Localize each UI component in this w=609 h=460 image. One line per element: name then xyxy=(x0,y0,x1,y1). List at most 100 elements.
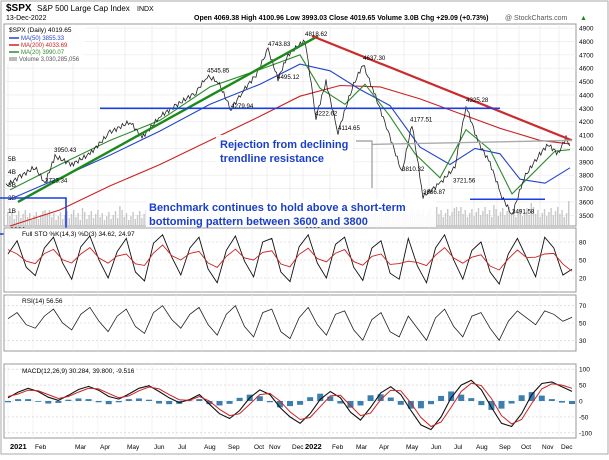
month-label-bottom-7: Aug xyxy=(204,444,216,451)
month-label-bottom-9: Oct xyxy=(254,444,264,451)
month-label-bottom-6: Jul xyxy=(178,444,187,451)
macd-hist-bar-29 xyxy=(297,401,304,405)
volume-bar-199 xyxy=(444,213,447,226)
volume-bar-32 xyxy=(77,213,79,226)
volume-bar-53 xyxy=(123,217,125,226)
month-label-bottom-11: Dec xyxy=(292,444,304,451)
volume-bar-235 xyxy=(524,212,526,226)
price-label-9: 4325.28 xyxy=(466,97,489,104)
price-line xyxy=(5,39,571,215)
volume-bar-237 xyxy=(528,215,530,226)
macd-label: MACD(12,26,9) 30.284, 39.800, -9.516 xyxy=(22,368,135,375)
price-label-15: 3491.58 xyxy=(512,208,535,215)
volume-tick-4: 1B xyxy=(8,208,16,215)
macd-hist-bar-2 xyxy=(25,399,32,401)
rsi-tick-0: 70 xyxy=(579,303,587,310)
price-tick-2: 4700 xyxy=(579,52,594,59)
volume-bar-56 xyxy=(130,216,132,226)
volume-bar-60 xyxy=(139,211,141,226)
month-label-bottom-8: Sep xyxy=(228,444,240,451)
price-series xyxy=(5,39,571,215)
macd-hist-bar-6 xyxy=(65,399,72,401)
rsi-label: RSI(14) 56.56 xyxy=(22,298,63,305)
declining-trendline xyxy=(311,35,573,142)
macd-line xyxy=(7,379,573,431)
volume-bar-37 xyxy=(88,215,90,226)
volume-bar-254 xyxy=(565,213,568,226)
macd-tick-0: 100 xyxy=(579,367,590,374)
price-label-14: 3636.87 xyxy=(423,189,446,196)
volume-bar-216 xyxy=(482,211,484,226)
price-tick-4: 4500 xyxy=(579,79,594,86)
volume-bar-35 xyxy=(84,212,86,226)
volume-bar-201 xyxy=(449,216,451,226)
volume-bar-210 xyxy=(469,213,471,226)
exchange: INDX xyxy=(137,6,154,13)
volume-bar-30 xyxy=(73,210,75,226)
macd-hist-bar-26 xyxy=(266,401,273,403)
volume-bar-217 xyxy=(484,207,486,226)
volume-bar-13 xyxy=(35,212,37,226)
legend-ma200: MA(200) 4033.69 xyxy=(21,43,68,49)
macd-tick-2: 0 xyxy=(579,399,583,406)
volume-bar-47 xyxy=(110,219,112,226)
volume-bar-25 xyxy=(62,219,64,226)
macd-hist-bar-7 xyxy=(75,398,82,401)
macd-hist-bar-11 xyxy=(115,401,122,403)
price-grid xyxy=(4,24,576,226)
stoch-d-line xyxy=(7,244,573,272)
macd-hist-bar-16 xyxy=(166,401,173,405)
macd-hist-bar-36 xyxy=(367,395,374,401)
ma20-line xyxy=(9,54,571,195)
volume-bar-253 xyxy=(563,217,565,226)
volume-bar-3 xyxy=(13,219,15,226)
volume-bar-34 xyxy=(81,208,84,226)
macd-tick-3: -50 xyxy=(579,414,589,421)
volume-bar-27 xyxy=(66,211,68,226)
volume-bar-207 xyxy=(462,214,464,226)
volume-bar-61 xyxy=(141,218,143,226)
volume-bar-58 xyxy=(134,219,136,226)
volume-bar-227 xyxy=(506,211,508,226)
macd-hist-bar-14 xyxy=(146,399,152,401)
price-tick-9: 4000 xyxy=(579,146,594,153)
stoch-tick-2: 20 xyxy=(579,276,587,283)
macd-hist-bar-48 xyxy=(488,401,495,410)
volume-bar-45 xyxy=(106,216,108,226)
volume-bar-234 xyxy=(521,216,524,226)
volume-bar-50 xyxy=(117,218,119,226)
volume-bar-54 xyxy=(125,213,128,226)
volume-bar-48 xyxy=(112,215,114,226)
volume-bar-206 xyxy=(460,207,462,226)
volume-bar-255 xyxy=(568,201,570,226)
volume-bar-24 xyxy=(59,212,62,226)
volume-bar-26 xyxy=(64,215,66,226)
macd-hist-bar-20 xyxy=(206,401,213,405)
volume-bar-33 xyxy=(79,220,81,226)
month-label-bottom-12: 2022 xyxy=(305,442,322,451)
month-label-bottom-19: Aug xyxy=(476,444,488,451)
macd-hist-bar-25 xyxy=(256,396,263,401)
volume-bar-196 xyxy=(438,214,440,226)
volume-bar-225 xyxy=(502,208,504,226)
volume-bar-250 xyxy=(557,207,559,226)
volume-bar-209 xyxy=(466,217,469,226)
volume-bar-39 xyxy=(92,218,95,226)
macd-hist-bar-4 xyxy=(45,401,52,404)
volume-bar-23 xyxy=(57,216,59,226)
macd-hist-bar-47 xyxy=(478,401,485,406)
volume-bar-224 xyxy=(499,212,502,226)
volume-bar-0 xyxy=(7,212,9,226)
volume-bar-52 xyxy=(121,210,123,226)
volume-bar-236 xyxy=(526,208,528,226)
month-label-bottom-2: Mar xyxy=(75,444,87,451)
price-tick-14: 3500 xyxy=(579,213,594,220)
stoch-k-line xyxy=(7,233,573,285)
volume-bar-20 xyxy=(51,217,53,226)
macd-hist-bar-15 xyxy=(156,401,163,404)
macd-hist-bar-28 xyxy=(287,401,293,407)
legend-volume: Volume 3,030,285,056 xyxy=(19,57,80,63)
ohlc-readout: Open 4069.38 High 4100.96 Low 3993.03 Cl… xyxy=(194,15,488,22)
price-tick-1: 4800 xyxy=(579,39,594,46)
volume-bar-212 xyxy=(473,216,475,226)
